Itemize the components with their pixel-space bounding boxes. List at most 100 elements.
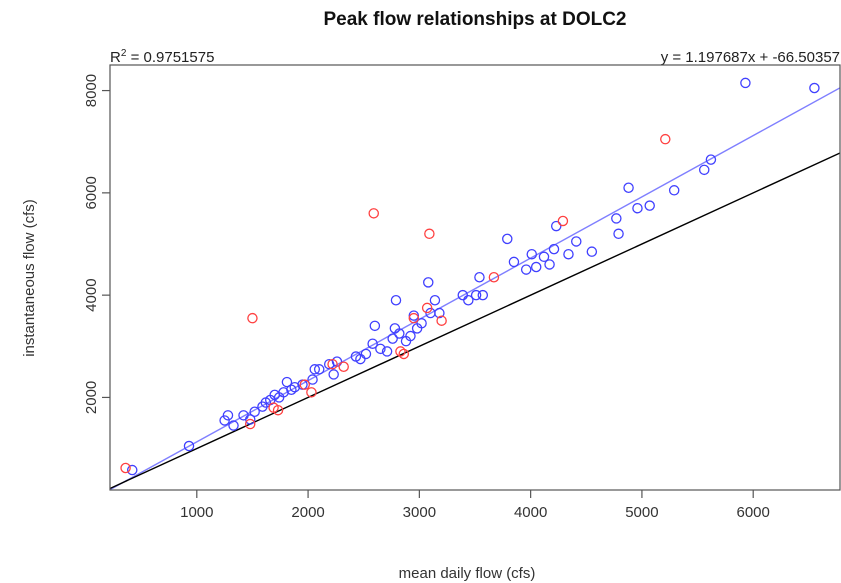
blue-data-point [219, 415, 230, 426]
blue-data-point [474, 271, 485, 283]
y-axis-label: instantaneous flow (cfs) [21, 199, 38, 357]
blue-data-point [390, 295, 402, 306]
blue-data-point [387, 333, 398, 344]
y-tick-label: 8000 [83, 74, 100, 107]
red-data-point [408, 312, 420, 324]
red-data-point [557, 215, 569, 227]
x-tick-label: 2000 [291, 504, 324, 521]
blue-data-point [228, 420, 239, 431]
blue-data-point [698, 164, 710, 176]
x-tick-label: 4000 [514, 504, 547, 521]
blue-data-point [369, 320, 381, 332]
blue-data-point [360, 348, 372, 360]
regression-equation: y = 1.197687x + -66.50357 [661, 49, 840, 66]
blue-data-point [323, 358, 335, 370]
blue-data-point [526, 248, 538, 260]
red-data-point [306, 387, 317, 398]
blue-data-point [434, 307, 445, 319]
x-tick-label: 1000 [180, 504, 213, 521]
reference-lines [110, 87, 840, 490]
r-squared-symbol: R [110, 49, 121, 66]
blue-data-point [632, 202, 643, 214]
r-squared-value: = 0.9751575 [126, 49, 214, 66]
blue-data-point [740, 77, 751, 89]
y-tick-label: 2000 [83, 381, 100, 414]
blue-data-point [307, 374, 318, 385]
x-tick-label: 5000 [625, 504, 658, 521]
blue-data-point [238, 410, 249, 421]
red-data-point [424, 228, 435, 240]
blue-data-point [705, 154, 717, 165]
blue-data-point [289, 381, 300, 393]
blue-data-point [563, 248, 574, 260]
blue-data-point [644, 200, 655, 211]
blue-data-point [502, 233, 513, 245]
blue-data-point [548, 243, 560, 255]
blue-data-point [668, 185, 680, 196]
x-axis-label: mean daily flow (cfs) [399, 565, 536, 582]
blue-data-point [530, 261, 542, 273]
red-data-point [272, 404, 284, 416]
identity-line [110, 152, 840, 490]
blue-data-point [586, 246, 598, 257]
y-tick-label: 4000 [83, 278, 100, 311]
red-data-point [395, 346, 406, 357]
red-data-point [421, 302, 433, 314]
blue-data-point [222, 410, 234, 421]
blue-data-point [309, 364, 321, 375]
x-tick-label: 3000 [403, 504, 436, 521]
blue-data-point [313, 364, 325, 375]
x-tick-label: 6000 [737, 504, 770, 521]
blue-data-point [623, 182, 634, 193]
r-squared-exponent: 2 [121, 48, 127, 59]
x-axis: 1000 2000 3000 4000 5000 6000 [180, 490, 770, 521]
y-tick-label: 6000 [83, 176, 100, 209]
blue-data-point [394, 328, 405, 339]
blue-data-point [375, 343, 386, 355]
blue-data-point [127, 464, 138, 476]
blue-data-point [550, 220, 562, 232]
blue-data-point [429, 295, 441, 306]
blue-data-point [249, 406, 260, 418]
red-data-point [120, 462, 131, 474]
blue-data-point [405, 330, 416, 342]
blue-data-point [244, 414, 256, 425]
red-data-point [299, 379, 310, 390]
red-data-point [488, 271, 500, 283]
blue-data-point [328, 369, 339, 380]
blue-data-point [571, 236, 582, 247]
regression-line [110, 87, 840, 490]
blue-data-point [463, 295, 474, 306]
red-data-point [398, 348, 410, 360]
blue-data-point [538, 251, 550, 263]
red-data-point [247, 312, 258, 324]
red-data-point [660, 133, 671, 145]
blue-data-point [278, 387, 289, 398]
plot-frame [109, 64, 841, 491]
y-axis: 2000 4000 6000 8000 [83, 74, 110, 414]
blue-data-point [613, 228, 624, 240]
data-points [120, 77, 820, 476]
blue-data-point [423, 277, 434, 288]
blue-data-point [408, 310, 420, 321]
red-data-point [436, 315, 447, 326]
blue-data-point [544, 259, 555, 270]
r-squared-annotation: R2 = 0.9751575 [110, 48, 214, 66]
blue-data-point [611, 213, 622, 224]
blue-data-point [416, 318, 427, 329]
blue-data-point [508, 256, 520, 268]
blue-data-point [477, 289, 489, 301]
blue-data-point [183, 440, 195, 452]
chart-title: Peak flow relationships at DOLC2 [323, 9, 626, 30]
blue-data-point [381, 346, 393, 357]
blue-data-point [520, 264, 532, 275]
blue-data-point [809, 82, 820, 94]
blue-data-point [286, 384, 297, 396]
blue-data-point [470, 289, 482, 301]
blue-data-point [367, 338, 378, 349]
red-data-point [327, 358, 338, 370]
blue-data-point [281, 376, 293, 388]
red-data-point [244, 418, 256, 430]
red-data-point [338, 361, 349, 372]
